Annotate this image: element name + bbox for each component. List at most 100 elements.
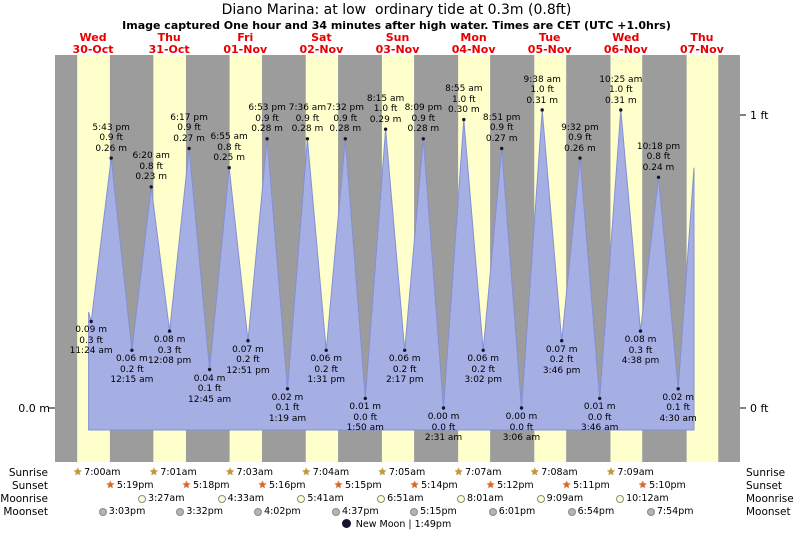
moonset-row: Moonset Moonset 3:03pm 3:32pm 4:02pm 4:37pm 5:… [0, 505, 793, 518]
sunrise-entry: ★ 7:08am [530, 466, 577, 479]
sunset-row-label: Sunset [11, 479, 48, 492]
day-label: Thu 07-Nov [664, 32, 740, 55]
moonrise-circle-icon [616, 494, 625, 503]
tide-label-line: 0.9 ft [295, 113, 320, 124]
tide-point-marker [656, 175, 661, 179]
tide-label-line: 0.01 m [349, 402, 382, 413]
tide-label-line: 1:31 pm [307, 375, 345, 386]
low-tide-label: 0.06 m 0.2 ft 3:02 pm [448, 354, 518, 386]
tide-label-line: 0.9 ft [568, 133, 592, 144]
tide-label-line: 3:02 pm [464, 375, 502, 386]
low-tide-label: 0.01 m 0.0 ft 1:50 am [330, 402, 400, 434]
sunrise-time: 7:09am [617, 467, 654, 478]
tide-label-line: 0.07 m [545, 344, 578, 355]
day-label-line: Tue [538, 31, 561, 44]
moonrise-circle-icon [297, 494, 306, 503]
tide-label-line: 11:24 am [69, 346, 113, 357]
tide-label-line: 0.9 ft [411, 113, 436, 124]
tide-point-marker [187, 146, 191, 151]
tide-point-marker [363, 396, 367, 401]
day-label-line: Sun [385, 31, 410, 44]
moonset-entry: 6:54pm [567, 505, 615, 518]
tide-label-line: 4:30 am [659, 413, 697, 424]
sunset-time: 5:15pm [345, 480, 382, 491]
low-tide-label: 0.08 m 0.3 ft 12:08 pm [135, 335, 205, 367]
tide-label-line: 1:50 am [346, 423, 384, 434]
tide-label-line: 0.02 m [271, 392, 304, 403]
low-tide-label: 0.00 m 0.0 ft 2:31 am [409, 412, 479, 444]
tide-label-line: 6:17 pm [170, 112, 208, 123]
sunset-star-icon: ★ [410, 479, 420, 491]
tide-label-line: 0.2 ft [392, 364, 417, 375]
low-tide-label: 0.06 m 0.2 ft 1:31 pm [291, 354, 361, 386]
tide-label-line: 0.2 ft [471, 364, 496, 375]
moon-phase-text: New Moon | 1:49pm [355, 519, 452, 530]
tide-label-line: 12:51 pm [226, 365, 270, 376]
tide-label-line: 0.3 ft [79, 335, 103, 346]
moonrise-circle-icon [377, 494, 386, 503]
moonset-entry: 5:15pm [410, 505, 457, 518]
sunset-entry: ★ 5:18pm [182, 479, 230, 492]
tide-label-line: 0.9 ft [255, 113, 279, 124]
sunrise-star-icon: ★ [377, 466, 387, 478]
moonrise-row-label: Moonrise [746, 492, 793, 505]
tide-label-line: 0.00 m [505, 412, 538, 422]
tide-label-line: 0.9 ft [333, 113, 358, 124]
moonset-time: 6:54pm [577, 506, 615, 517]
tide-label-line: 0.27 m [173, 133, 205, 144]
high-tide-label: 8:51 pm 0.9 ft 0.27 m [467, 113, 537, 145]
day-label: Sun 03-Nov [359, 32, 435, 55]
tide-point-marker [421, 137, 425, 141]
tide-label-line: 6:53 pm [248, 103, 286, 114]
tide-label-line: 1:19 am [268, 413, 307, 424]
tide-label-line: 0.0 ft [587, 412, 612, 423]
tide-label-line: 12:15 am [110, 375, 154, 386]
moonset-time: 6:01pm [498, 506, 536, 517]
tide-label-line: 0.28 m [251, 124, 283, 135]
tide-point-marker [578, 156, 582, 160]
tide-label-line: 8:15 am [366, 93, 405, 104]
moonset-time: 5:15pm [420, 506, 457, 517]
sunrise-entry: ★ 7:05am [378, 466, 425, 479]
tide-point-marker [109, 156, 113, 160]
tide-point-marker [519, 406, 524, 410]
tide-point-marker [598, 396, 602, 401]
tide-label-line: 8:55 am [445, 84, 483, 95]
sunrise-entry: ★ 7:01am [149, 466, 196, 479]
moonrise-entry: 6:51am [377, 492, 424, 505]
sunrise-star-icon: ★ [149, 466, 159, 478]
tide-point-marker [324, 348, 328, 352]
tide-point-marker [246, 339, 250, 343]
low-tide-label: 0.09 m 0.3 ft 11:24 am [56, 325, 126, 357]
sunset-entry: ★ 5:16pm [258, 479, 306, 492]
moonset-entry: 6:01pm [488, 505, 536, 518]
tide-label-line: 0.2 ft [314, 364, 339, 375]
sunset-time: 5:10pm [649, 480, 686, 491]
tide-label-line: 10:18 pm [636, 141, 681, 152]
tide-label-line: 0.01 m [583, 402, 616, 413]
moonset-time: 7:54pm [656, 506, 694, 517]
day-label: Sat 02-Nov [283, 32, 359, 55]
tide-label-line: 0.1 ft [197, 384, 222, 395]
moonrise-circle-icon [138, 494, 147, 503]
tide-label-line: 3:46 am [581, 423, 619, 434]
tide-label-line: 6:55 am [210, 132, 248, 143]
tide-label-line: 0.24 m [642, 162, 675, 173]
tide-label-line: 0.0 ft [431, 422, 456, 433]
sunrise-time: 7:01am [160, 467, 197, 478]
day-label: Mon 04-Nov [436, 32, 512, 55]
sunset-star-icon: ★ [638, 479, 648, 491]
day-label: Fri 01-Nov [207, 32, 283, 55]
tide-point-marker [462, 117, 466, 122]
sunset-star-icon: ★ [257, 479, 267, 491]
day-label-line: 06-Nov [603, 42, 648, 56]
moonrise-time: 3:27am [148, 493, 185, 504]
tide-label-line: 0.2 ft [236, 355, 260, 366]
moonset-entry: 3:03pm [98, 505, 145, 518]
tide-label-line: 0.0 ft [353, 412, 378, 423]
tide-point-marker [130, 348, 134, 352]
tide-label-line: 1.0 ft [373, 104, 398, 115]
day-label-line: Fri [237, 31, 254, 44]
moonrise-entry: 5:41am [297, 492, 344, 505]
moonset-circle-icon [254, 507, 263, 516]
